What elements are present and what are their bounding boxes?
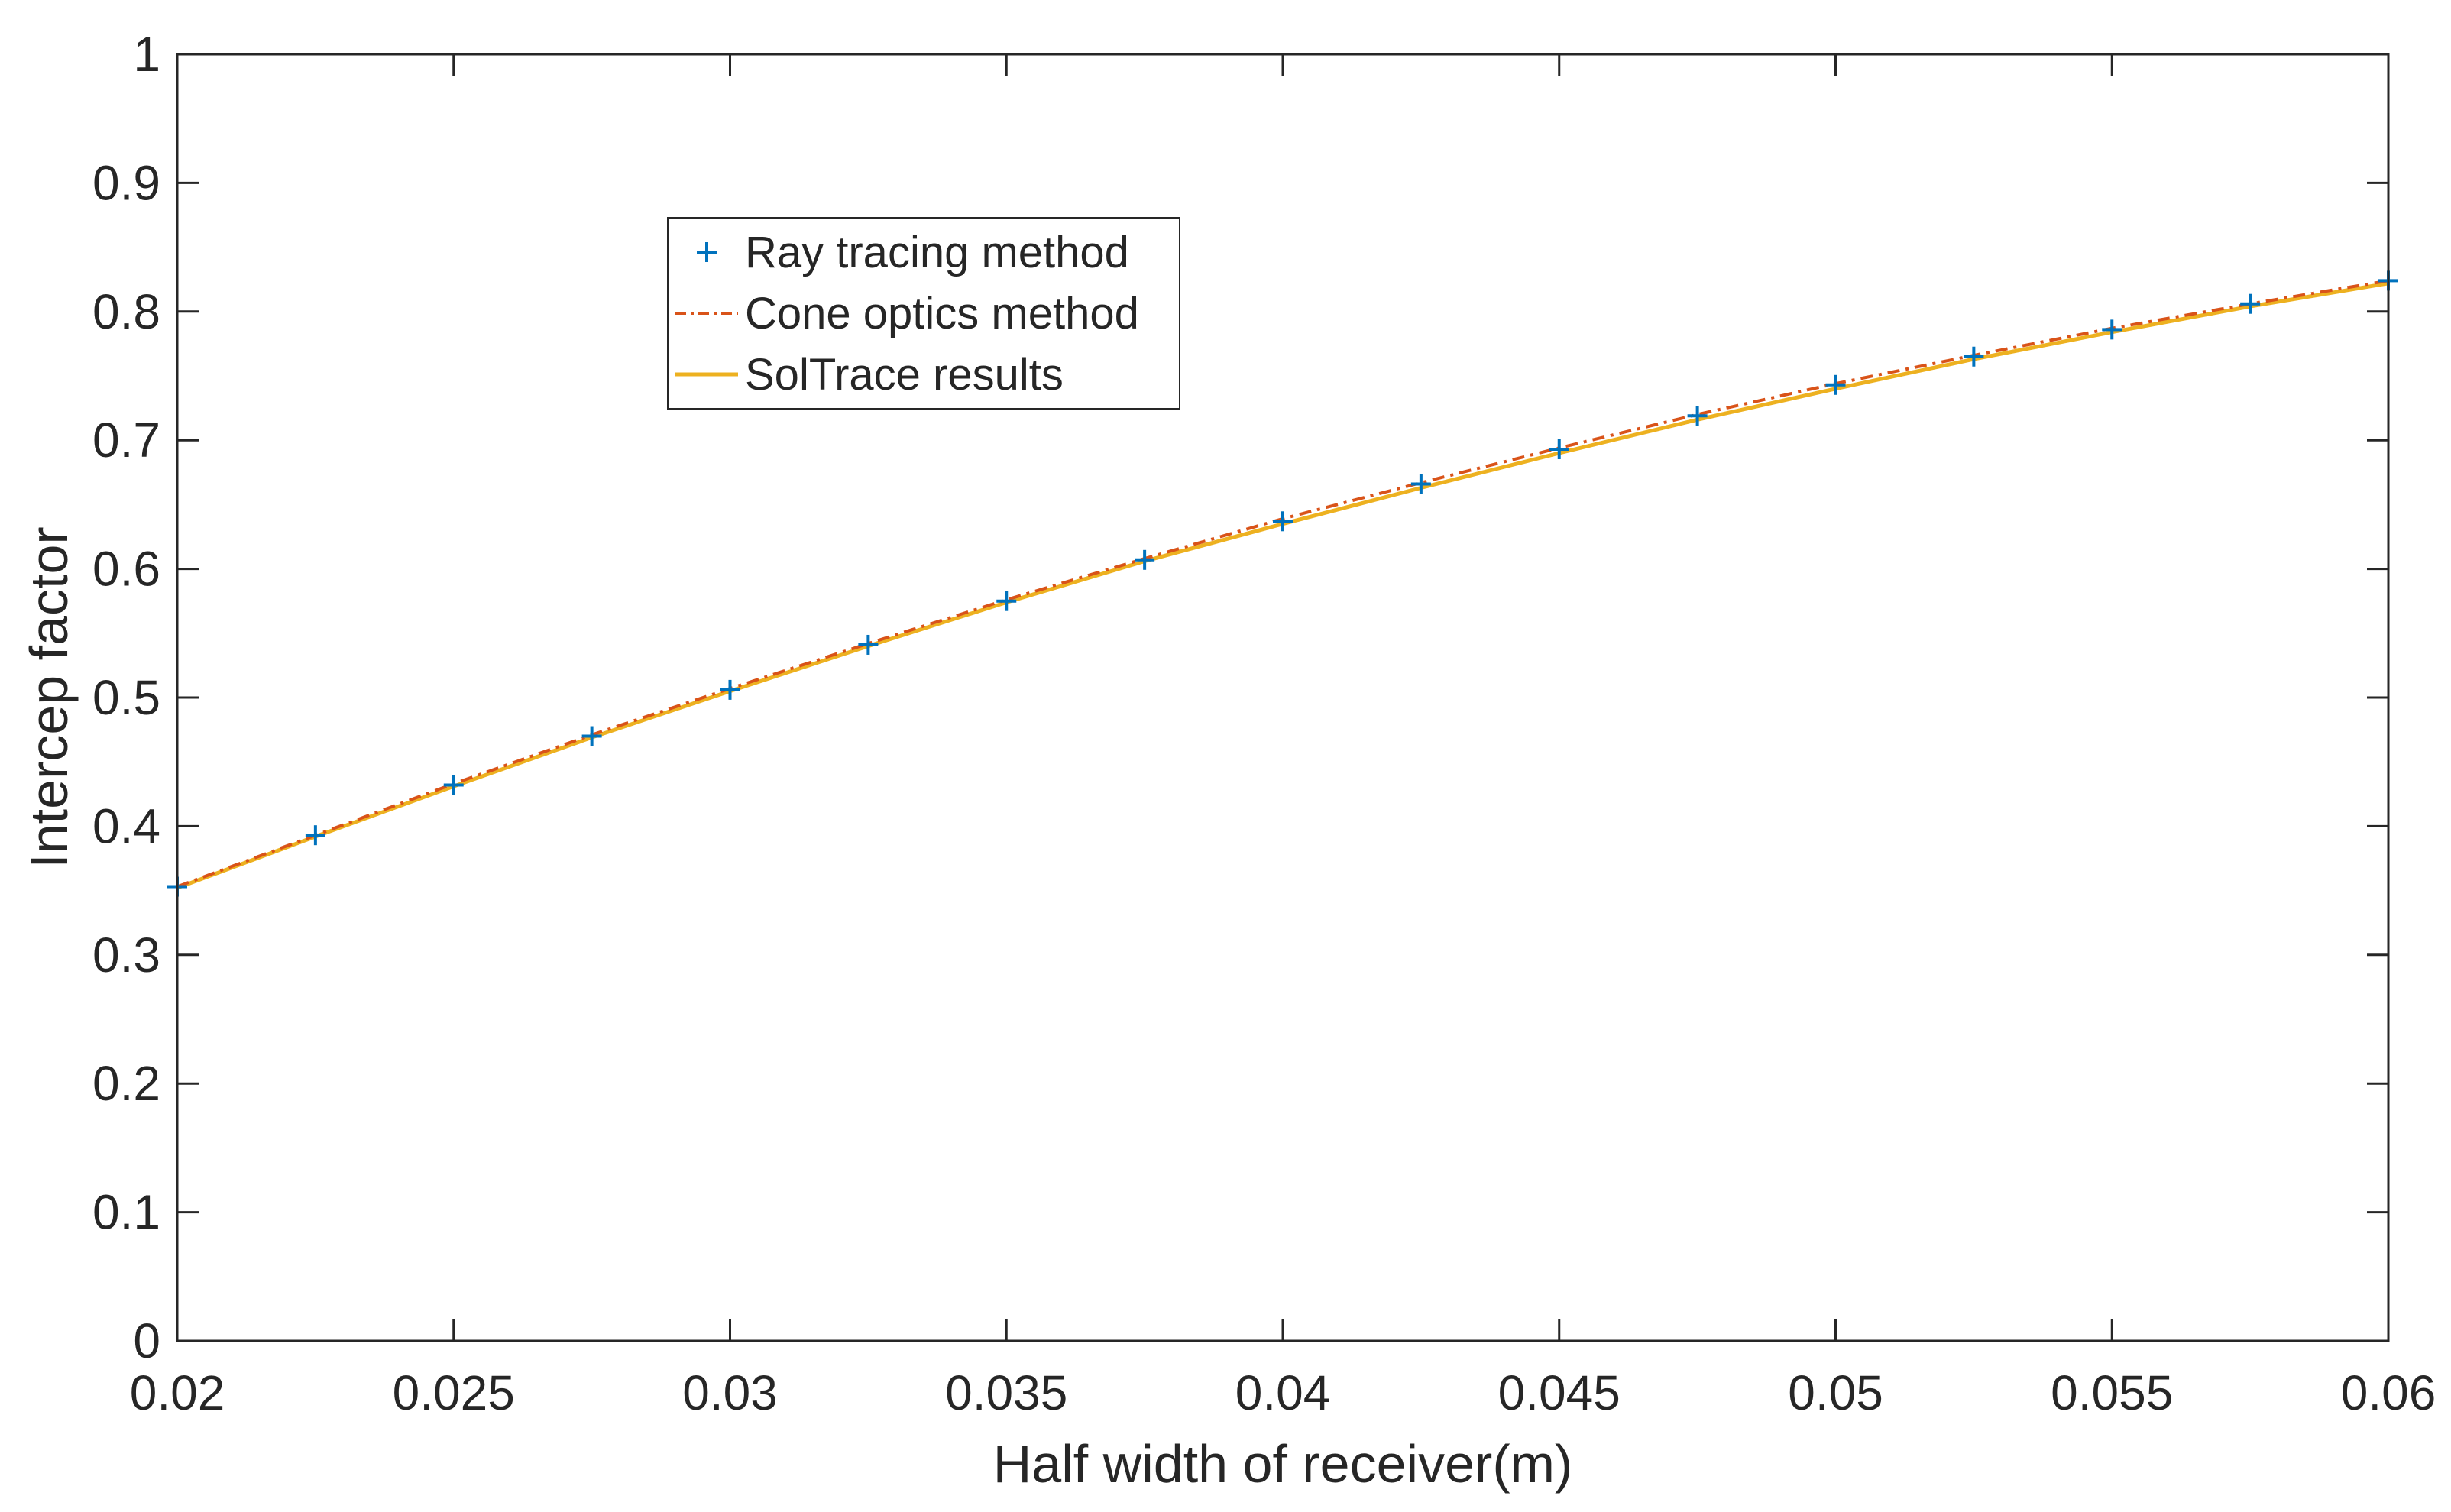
y-tick-label: 1 bbox=[133, 27, 160, 82]
x-tick-label: 0.06 bbox=[2341, 1365, 2436, 1420]
x-axis-ticks: 0.02 0.025 0.03 0.035 0.04 0.045 0.05 0.055 0.06 bbox=[130, 54, 2436, 1420]
ray-tracing-point bbox=[1964, 346, 1984, 367]
legend-label: SolTrace results bbox=[745, 350, 1064, 400]
x-tick-label: 0.02 bbox=[130, 1365, 225, 1420]
ray-tracing-point bbox=[2102, 319, 2122, 340]
plot-background bbox=[177, 54, 2388, 1341]
y-tick-label: 0.5 bbox=[92, 670, 160, 725]
ray-tracing-point bbox=[1135, 549, 1155, 570]
y-tick-label: 0.8 bbox=[92, 284, 160, 339]
x-tick-label: 0.05 bbox=[1788, 1365, 1883, 1420]
ray-tracing-point bbox=[858, 634, 879, 655]
ray-tracing-point bbox=[305, 825, 325, 846]
ray-tracing-point bbox=[443, 775, 464, 795]
legend-label: Cone optics method bbox=[745, 289, 1139, 338]
x-tick-label: 0.025 bbox=[393, 1365, 515, 1420]
ray-tracing-point bbox=[1687, 406, 1708, 426]
ray-tracing-point bbox=[1549, 439, 1569, 459]
y-tick-label: 0.2 bbox=[92, 1056, 160, 1111]
y-tick-label: 0.6 bbox=[92, 542, 160, 597]
series-layer bbox=[167, 270, 2398, 897]
ray-tracing-point bbox=[1273, 511, 1293, 532]
y-tick-label: 0 bbox=[133, 1313, 160, 1368]
y-tick-label: 0.7 bbox=[92, 413, 160, 468]
legend: Ray tracing method Cone optics method SolT… bbox=[667, 217, 1180, 410]
x-tick-label: 0.055 bbox=[2051, 1365, 2173, 1420]
x-tick-label: 0.04 bbox=[1235, 1365, 1331, 1420]
x-axis-title: Half width of receiver(m) bbox=[993, 1434, 1573, 1494]
ray-tracing-point bbox=[2240, 293, 2261, 314]
plot-area bbox=[177, 54, 2388, 1341]
x-tick-label: 0.03 bbox=[682, 1365, 778, 1420]
x-tick-label: 0.045 bbox=[1498, 1365, 1621, 1420]
y-tick-label: 0.9 bbox=[92, 155, 160, 210]
x-tick-label: 0.035 bbox=[945, 1365, 1067, 1420]
legend-box bbox=[667, 217, 1180, 410]
ray-tracing-point bbox=[720, 679, 740, 700]
ray-tracing-point bbox=[1825, 374, 1846, 395]
y-axis-title: Intercep factor bbox=[19, 526, 79, 868]
y-axis-ticks: 0 0.1 0.2 0.3 0.4 0.5 0.6 0.7 0.8 0.9 1 bbox=[92, 27, 2388, 1368]
y-tick-label: 0.1 bbox=[92, 1185, 160, 1240]
ray-tracing-point bbox=[996, 591, 1017, 611]
legend-label: Ray tracing method bbox=[745, 228, 1129, 277]
ray-tracing-point bbox=[1410, 474, 1431, 494]
y-tick-label: 0.3 bbox=[92, 928, 160, 983]
y-tick-label: 0.4 bbox=[92, 798, 160, 853]
ray-tracing-point bbox=[581, 726, 602, 746]
